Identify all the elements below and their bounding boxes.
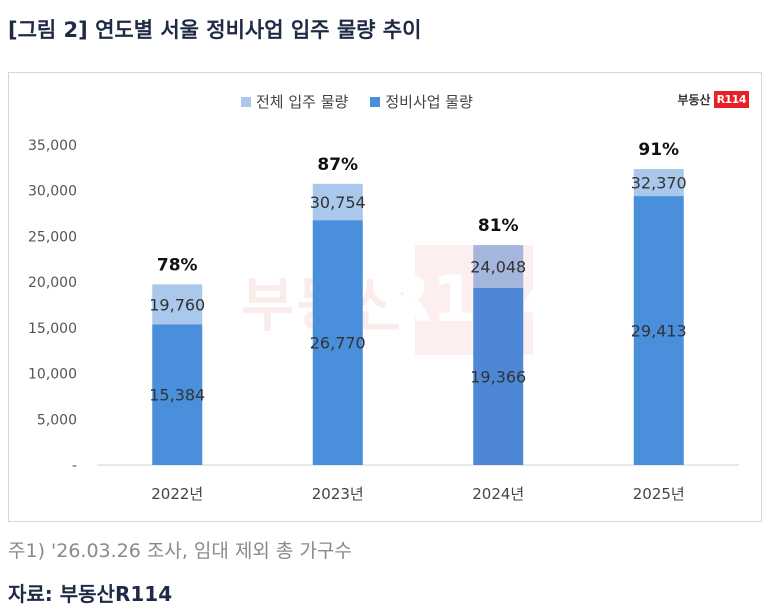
legend-label-total: 전체 입주 물량 [256, 93, 349, 111]
bar-total-2023년 [312, 183, 363, 221]
bar-chart: - 5,000 10,000 15,000 20,000 25,000 30,000 35,0… [28, 138, 739, 503]
data-label-total: 19,760 [149, 295, 205, 314]
legend-item-total: 전체 입주 물량 [241, 91, 348, 112]
legend-swatch-total [241, 96, 251, 107]
bar-total-2025년 [633, 169, 684, 197]
source-credit: 자료: 부동산R114 [8, 582, 173, 606]
legend-swatch-redevelopment [370, 96, 381, 107]
figure-title: [그림 2] 연도별 서울 정비사업 입주 물량 추이 [8, 18, 422, 42]
brand-logo-text: 부동산 [677, 93, 711, 107]
bar-total-2024년 [473, 245, 524, 288]
y-tick-label: 25,000 [28, 229, 77, 245]
y-tick-label: 5,000 [37, 412, 77, 428]
brand-logo-box: R114 [713, 91, 749, 108]
data-label-redevelopment: 29,413 [631, 322, 687, 341]
x-tick-label: 2022년 [151, 485, 203, 503]
bar-redevelopment-2025년 [633, 196, 684, 465]
share-label: 78% [157, 255, 198, 275]
y-tick-label: 30,000 [28, 184, 77, 200]
data-label-total: 24,048 [470, 258, 526, 277]
y-tick-label: 20,000 [28, 275, 77, 291]
bar-redevelopment-2024년 [473, 287, 524, 465]
x-tick-label: 2023년 [312, 485, 364, 503]
share-label: 81% [478, 216, 519, 236]
chart-frame: 부동산 R114 전체 입주 물량 정비사업 물량 부동산 R114 - 5,00… [8, 72, 762, 522]
x-tick-label: 2025년 [633, 485, 685, 503]
chart-legend: 전체 입주 물량 정비사업 물량 [241, 91, 473, 112]
share-label: 87% [317, 155, 358, 175]
brand-logo: 부동산 R114 [677, 91, 749, 108]
bar-total-2022년 [152, 284, 203, 325]
legend-label-redevelopment: 정비사업 물량 [385, 93, 473, 111]
data-label-redevelopment: 26,770 [310, 334, 366, 353]
bar-redevelopment-2022년 [152, 324, 203, 465]
bar-redevelopment-2023년 [312, 220, 363, 465]
data-label-redevelopment: 15,384 [149, 386, 205, 405]
data-label-total: 30,754 [310, 193, 366, 212]
y-tick-label: 10,000 [28, 367, 77, 383]
data-label-total: 32,370 [631, 174, 687, 193]
data-label-redevelopment: 19,366 [470, 367, 526, 386]
y-tick-label: 35,000 [28, 138, 77, 154]
y-tick-label: 15,000 [28, 321, 77, 337]
share-label: 91% [638, 140, 679, 160]
footnote: 주1) '26.03.26 조사, 임대 제외 총 가구수 [8, 540, 352, 562]
legend-item-redevelopment: 정비사업 물량 [370, 91, 473, 112]
y-tick-label: - [72, 458, 77, 474]
x-tick-label: 2024년 [472, 485, 524, 503]
